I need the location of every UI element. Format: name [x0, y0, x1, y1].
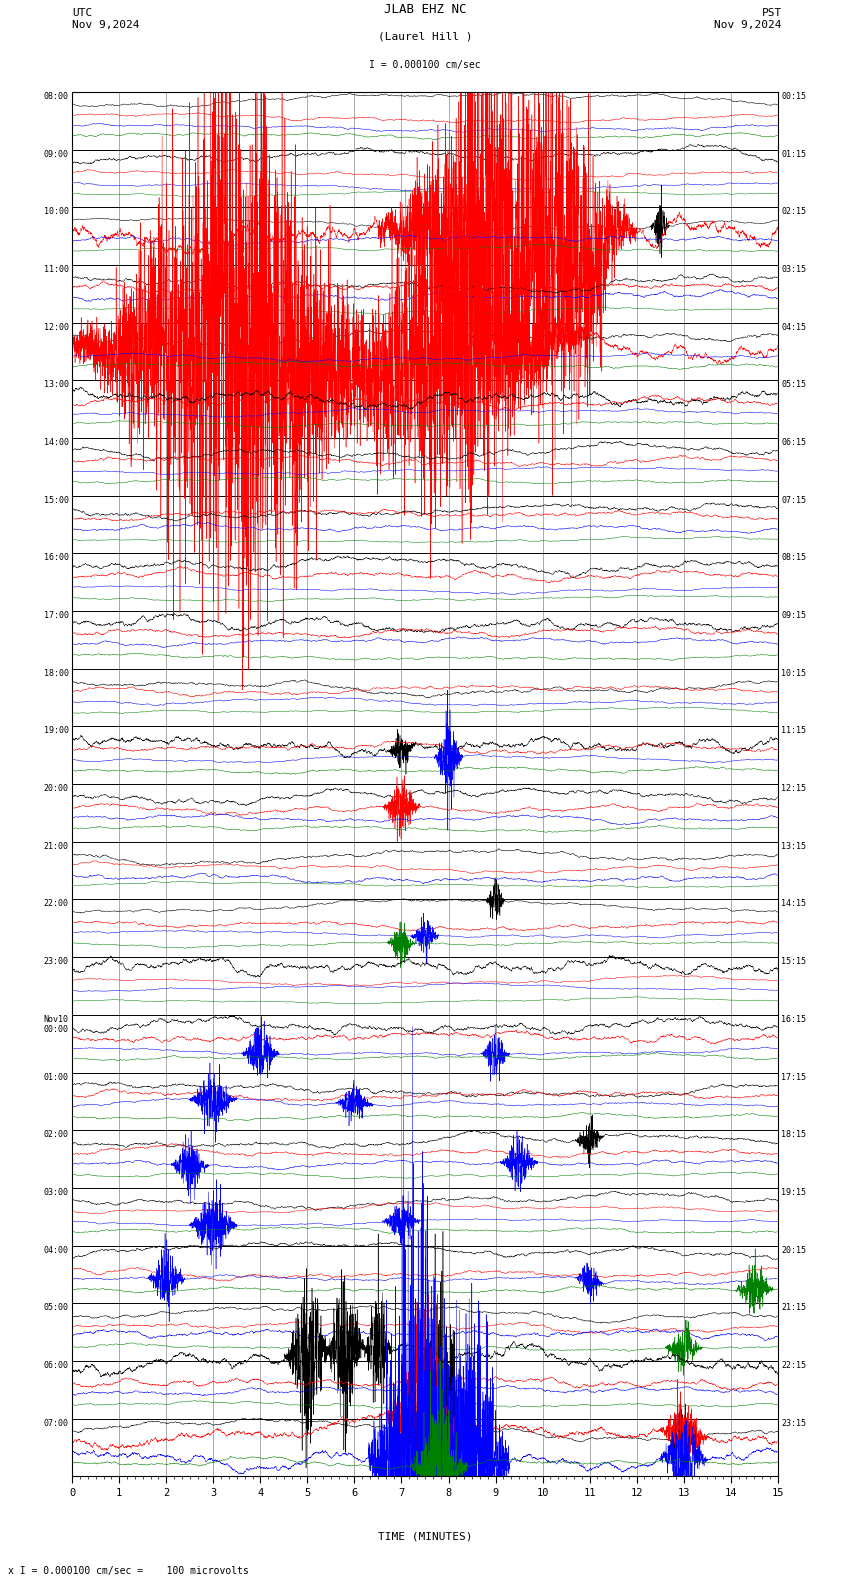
Text: 23:15: 23:15 — [781, 1419, 807, 1427]
Text: 21:15: 21:15 — [781, 1304, 807, 1312]
Text: 02:00: 02:00 — [43, 1131, 69, 1139]
Text: 05:15: 05:15 — [781, 380, 807, 390]
Text: Nov10
00:00: Nov10 00:00 — [43, 1015, 69, 1034]
Text: 11:00: 11:00 — [43, 265, 69, 274]
Text: 12:15: 12:15 — [781, 784, 807, 794]
Text: 10:15: 10:15 — [781, 668, 807, 678]
Text: 13:15: 13:15 — [781, 841, 807, 851]
Text: 14:00: 14:00 — [43, 437, 69, 447]
Text: 09:00: 09:00 — [43, 149, 69, 158]
Text: 22:00: 22:00 — [43, 900, 69, 909]
Text: 16:00: 16:00 — [43, 553, 69, 562]
Text: 00:15: 00:15 — [781, 92, 807, 101]
Text: 20:00: 20:00 — [43, 784, 69, 794]
Text: x I = 0.000100 cm/sec =    100 microvolts: x I = 0.000100 cm/sec = 100 microvolts — [8, 1567, 249, 1576]
Text: 07:15: 07:15 — [781, 496, 807, 505]
Text: 04:00: 04:00 — [43, 1245, 69, 1255]
Text: 23:00: 23:00 — [43, 957, 69, 966]
Text: 02:15: 02:15 — [781, 208, 807, 217]
Text: I = 0.000100 cm/sec: I = 0.000100 cm/sec — [369, 60, 481, 70]
Text: 19:00: 19:00 — [43, 727, 69, 735]
Text: PST
Nov 9,2024: PST Nov 9,2024 — [715, 8, 782, 30]
Text: 05:00: 05:00 — [43, 1304, 69, 1312]
Text: 15:15: 15:15 — [781, 957, 807, 966]
Text: 19:15: 19:15 — [781, 1188, 807, 1198]
Text: JLAB EHZ NC: JLAB EHZ NC — [383, 3, 467, 16]
Text: 08:00: 08:00 — [43, 92, 69, 101]
Text: 11:15: 11:15 — [781, 727, 807, 735]
Text: 17:00: 17:00 — [43, 611, 69, 619]
Text: 03:15: 03:15 — [781, 265, 807, 274]
Text: 22:15: 22:15 — [781, 1361, 807, 1370]
Text: 08:15: 08:15 — [781, 553, 807, 562]
Text: 10:00: 10:00 — [43, 208, 69, 217]
Text: 01:15: 01:15 — [781, 149, 807, 158]
Text: UTC
Nov 9,2024: UTC Nov 9,2024 — [72, 8, 139, 30]
Text: 06:00: 06:00 — [43, 1361, 69, 1370]
Text: 12:00: 12:00 — [43, 323, 69, 331]
Text: 01:00: 01:00 — [43, 1072, 69, 1082]
Text: 20:15: 20:15 — [781, 1245, 807, 1255]
Text: 18:15: 18:15 — [781, 1131, 807, 1139]
Text: 03:00: 03:00 — [43, 1188, 69, 1198]
Text: 04:15: 04:15 — [781, 323, 807, 331]
Text: 13:00: 13:00 — [43, 380, 69, 390]
Text: 09:15: 09:15 — [781, 611, 807, 619]
Text: 14:15: 14:15 — [781, 900, 807, 909]
Text: 06:15: 06:15 — [781, 437, 807, 447]
Text: 07:00: 07:00 — [43, 1419, 69, 1427]
Text: 15:00: 15:00 — [43, 496, 69, 505]
Text: 18:00: 18:00 — [43, 668, 69, 678]
Text: TIME (MINUTES): TIME (MINUTES) — [377, 1532, 473, 1541]
Text: 16:15: 16:15 — [781, 1015, 807, 1023]
Text: 17:15: 17:15 — [781, 1072, 807, 1082]
Text: 21:00: 21:00 — [43, 841, 69, 851]
Text: (Laurel Hill ): (Laurel Hill ) — [377, 32, 473, 41]
